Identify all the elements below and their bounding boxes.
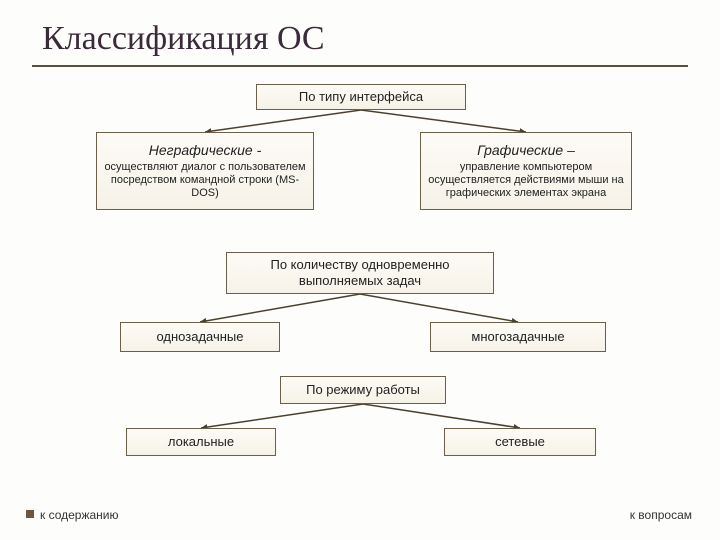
link-questions[interactable]: к вопросам [630,508,692,522]
link-contents[interactable]: к содержанию [40,508,119,522]
node-b_top1: По типу интерфейса [256,84,466,110]
page-title: Классификация ОС [42,20,325,58]
edge-2 [200,294,360,322]
edge-4 [201,404,363,428]
node-b_left3: локальные [126,428,276,456]
node-b_mid: По количеству одновременно выполняемых з… [226,252,494,294]
node-b_right1-header: Графические – [477,142,575,159]
node-b_right1-text: управление компьютером осуществляется де… [427,161,625,201]
bullet-left [26,510,34,518]
edge-3 [360,294,518,322]
node-b_left1: Неграфические - осуществляют диалог с пол… [96,132,314,210]
node-b_left2: однозадачные [120,322,280,352]
edge-5 [363,404,520,428]
edge-1 [361,110,526,132]
node-b_right1: Графические – управление компьютером осущ… [420,132,632,210]
node-b_mode: По режиму работы [280,376,446,404]
node-b_right3: сетевые [444,428,596,456]
node-b_left1-header: Неграфические - [149,142,261,159]
node-b_left1-text: осуществляют диалог с пользователем поср… [103,161,307,201]
node-b_right2: многозадачные [430,322,606,352]
title-underline [32,65,688,67]
edge-0 [205,110,361,132]
